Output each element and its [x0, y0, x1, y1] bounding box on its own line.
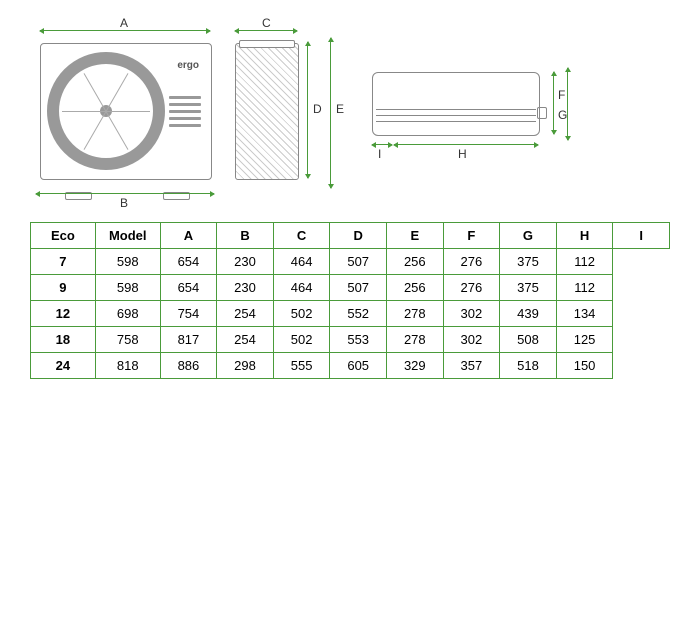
model-cell: 24 — [31, 353, 96, 379]
value-cell: 134 — [556, 301, 613, 327]
value-cell: 254 — [217, 301, 274, 327]
vent-slots-icon — [169, 92, 201, 131]
value-cell: 605 — [330, 353, 387, 379]
series-name-cell: Eco — [31, 223, 96, 249]
value-cell: 502 — [273, 327, 330, 353]
value-cell: 502 — [273, 301, 330, 327]
table-row: 24818886298555605329357518150 — [31, 353, 670, 379]
dimension-label-c: C — [262, 16, 271, 30]
value-cell: 112 — [556, 249, 613, 275]
dimension-label-d: D — [313, 102, 322, 116]
table-header-row: Eco Model A B C D E F G H I — [31, 223, 670, 249]
col-header: I — [613, 223, 670, 249]
value-cell: 654 — [160, 275, 217, 301]
indoor-chassis — [372, 72, 540, 136]
value-cell: 507 — [330, 249, 387, 275]
outdoor-front-chassis: ergo — [40, 43, 212, 180]
value-cell: 508 — [500, 327, 557, 353]
model-cell: 18 — [31, 327, 96, 353]
value-cell: 464 — [273, 275, 330, 301]
dimension-line-g — [567, 68, 568, 140]
col-header: H — [556, 223, 613, 249]
value-cell: 758 — [95, 327, 160, 353]
value-cell: 278 — [387, 301, 444, 327]
dimension-label-g: G — [558, 108, 567, 122]
table-row: 9598654230464507256276375112 — [31, 275, 670, 301]
outdoor-unit-front-view: A ergo B — [40, 20, 215, 192]
value-cell: 125 — [556, 327, 613, 353]
dimension-line-b — [36, 193, 214, 194]
value-cell: 507 — [330, 275, 387, 301]
value-cell: 375 — [500, 275, 557, 301]
fan-grille-icon — [47, 52, 165, 170]
value-cell: 518 — [500, 353, 557, 379]
value-cell: 112 — [556, 275, 613, 301]
value-cell: 302 — [443, 301, 500, 327]
value-cell: 375 — [500, 249, 557, 275]
value-cell: 552 — [330, 301, 387, 327]
table-row: 12698754254502552278302439134 — [31, 301, 670, 327]
col-header: D — [330, 223, 387, 249]
value-cell: 329 — [387, 353, 444, 379]
model-cell: 7 — [31, 249, 96, 275]
dimension-line-d — [307, 42, 308, 178]
value-cell: 298 — [217, 353, 274, 379]
value-cell: 230 — [217, 249, 274, 275]
value-cell: 256 — [387, 249, 444, 275]
table-body: 7598654230464507256276375112959865423046… — [31, 249, 670, 379]
value-cell: 256 — [387, 275, 444, 301]
value-cell: 278 — [387, 327, 444, 353]
indoor-unit-view: F G H I — [360, 62, 560, 152]
col-header: A — [160, 223, 217, 249]
value-cell: 754 — [160, 301, 217, 327]
col-header: E — [387, 223, 444, 249]
value-cell: 464 — [273, 249, 330, 275]
value-cell: 598 — [95, 249, 160, 275]
value-cell: 254 — [217, 327, 274, 353]
dimension-line-c — [235, 30, 297, 31]
pipe-connector-icon — [537, 107, 547, 119]
value-cell: 150 — [556, 353, 613, 379]
dimension-label-e: E — [336, 102, 344, 116]
col-header: G — [500, 223, 557, 249]
outdoor-unit-side-view: C D E — [235, 20, 305, 192]
dimension-label-a: A — [120, 16, 128, 30]
value-cell: 276 — [443, 249, 500, 275]
col-header: C — [273, 223, 330, 249]
value-cell: 553 — [330, 327, 387, 353]
outdoor-side-chassis — [235, 43, 299, 180]
col-header: B — [217, 223, 274, 249]
dimension-line-a — [40, 30, 210, 31]
brand-logo: ergo — [177, 60, 199, 71]
table-row: 18758817254502553278302508125 — [31, 327, 670, 353]
value-cell: 230 — [217, 275, 274, 301]
dimension-label-f: F — [558, 88, 565, 102]
model-cell: 9 — [31, 275, 96, 301]
dimensions-table: Eco Model A B C D E F G H I 759865423046… — [30, 222, 670, 379]
value-cell: 886 — [160, 353, 217, 379]
value-cell: 555 — [273, 353, 330, 379]
col-header: F — [443, 223, 500, 249]
dimension-line-i — [372, 144, 392, 145]
model-cell: 12 — [31, 301, 96, 327]
value-cell: 818 — [95, 353, 160, 379]
table-row: 7598654230464507256276375112 — [31, 249, 670, 275]
value-cell: 698 — [95, 301, 160, 327]
value-cell: 654 — [160, 249, 217, 275]
value-cell: 357 — [443, 353, 500, 379]
value-cell: 302 — [443, 327, 500, 353]
dimension-line-h — [394, 144, 538, 145]
value-cell: 817 — [160, 327, 217, 353]
dimension-line-e — [330, 38, 331, 188]
col-header: Model — [95, 223, 160, 249]
dimension-label-b: B — [120, 196, 128, 210]
dimension-label-i: I — [378, 147, 381, 161]
dimension-line-f — [553, 72, 554, 134]
value-cell: 439 — [500, 301, 557, 327]
dimension-label-h: H — [458, 147, 467, 161]
dimension-diagrams: A ergo B C D E F G H — [40, 20, 660, 192]
value-cell: 598 — [95, 275, 160, 301]
value-cell: 276 — [443, 275, 500, 301]
